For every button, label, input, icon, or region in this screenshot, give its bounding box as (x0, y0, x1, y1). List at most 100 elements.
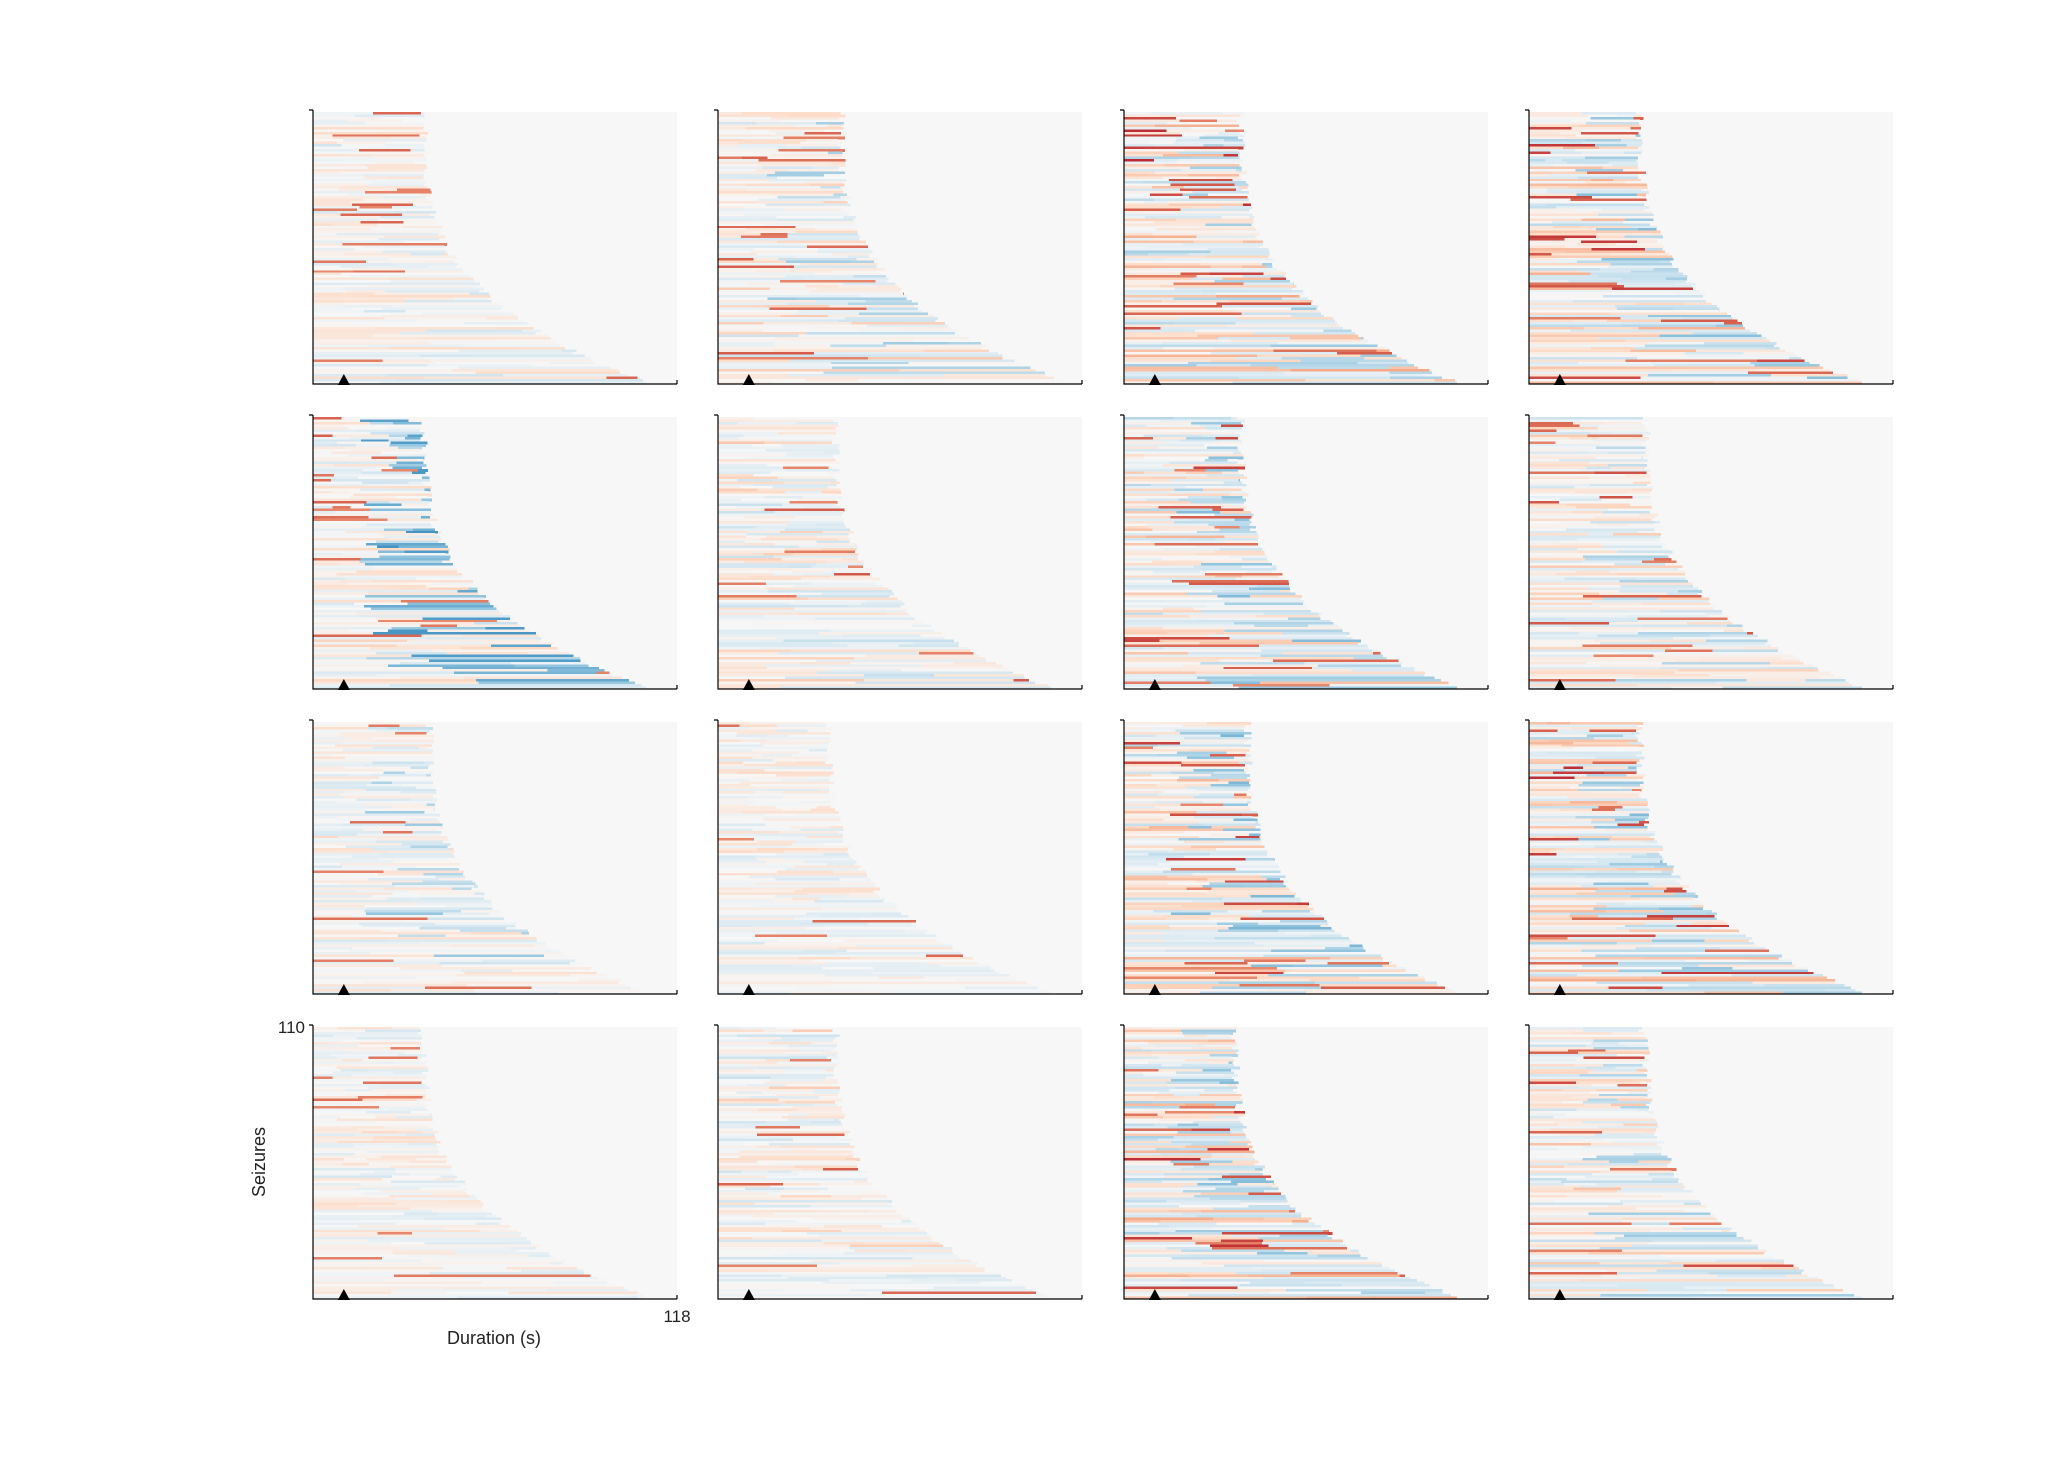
heat-cell (828, 961, 927, 965)
heat-cell (1224, 840, 1263, 844)
heat-cell (313, 1234, 379, 1238)
heat-cell (375, 1116, 396, 1119)
heat-cell (533, 364, 606, 368)
heat-cell (1529, 1125, 1599, 1129)
heat-cell (365, 163, 426, 167)
heat-cell (1124, 602, 1225, 606)
heat-cell (1559, 121, 1586, 125)
heat-cell (1236, 356, 1282, 360)
heat-cell (801, 1167, 823, 1171)
heat-cell (1284, 1249, 1351, 1253)
heat-cell (718, 1029, 764, 1033)
heat-cell (1529, 228, 1596, 232)
heat-cell (1529, 843, 1581, 846)
heat-cell (795, 124, 828, 128)
heat-cell (377, 619, 498, 623)
heat-cell (313, 811, 366, 814)
heat-cell (313, 1207, 410, 1211)
heat-cell (1239, 984, 1320, 987)
heat-cell (765, 203, 825, 207)
heat-cell (818, 1209, 868, 1213)
heat-cell (1163, 791, 1253, 795)
heat-cell (1124, 238, 1154, 241)
heat-cell (1215, 575, 1243, 579)
heat-cell (754, 791, 784, 795)
heat-cell (462, 914, 501, 918)
heat-cell (718, 456, 745, 460)
heat-cell (1189, 196, 1248, 199)
heat-cell (464, 971, 594, 975)
heat-cell (1529, 1229, 1586, 1233)
heat-cell (1248, 290, 1303, 293)
heat-cell (799, 545, 858, 549)
heat-cell (718, 272, 815, 276)
heat-cell (1713, 381, 1863, 385)
heat-cell (1588, 587, 1699, 591)
heat-cell (1204, 134, 1245, 138)
seizure-rows (1529, 417, 1863, 690)
heat-cell (313, 835, 339, 839)
heat-cell (1124, 1160, 1171, 1164)
heat-cell (397, 1054, 427, 1058)
heat-cell (1124, 493, 1167, 497)
heat-cell (1246, 801, 1251, 804)
heat-cell (1180, 741, 1244, 745)
heat-cell (718, 979, 831, 982)
heat-cell (1672, 917, 1718, 921)
heat-cell (1529, 548, 1578, 551)
heat-cell (380, 451, 427, 455)
heat-cell (1549, 149, 1575, 152)
heat-cell (718, 1153, 741, 1156)
heat-cell (1203, 434, 1239, 438)
heat-cell (1124, 567, 1200, 571)
heat-cell (718, 867, 786, 871)
heat-cell (1659, 860, 1663, 864)
heat-cell (1150, 193, 1183, 197)
heat-cell (350, 225, 403, 229)
heat-cell (422, 476, 430, 480)
heat-cell (337, 1027, 392, 1030)
heat-cell (1638, 1108, 1649, 1112)
heat-cell (1124, 674, 1253, 677)
heat-cell (1576, 193, 1638, 197)
heat-cell (1124, 585, 1218, 588)
heat-cell (484, 642, 553, 645)
heat-cell (493, 339, 558, 343)
heat-cell (718, 1234, 820, 1238)
heat-cell (1160, 319, 1336, 323)
heat-cell (468, 587, 478, 591)
heat-cell (1166, 875, 1262, 879)
heat-cell (1212, 1217, 1264, 1221)
heat-cell (1654, 865, 1674, 869)
heat-cell (739, 781, 835, 785)
heat-cell (1158, 1222, 1217, 1226)
heat-cell (1180, 188, 1237, 192)
heat-cell (877, 285, 899, 288)
heat-cell (739, 1150, 798, 1154)
heat-cell (1529, 771, 1553, 775)
heat-cell (313, 248, 355, 251)
heat-cell (313, 1108, 342, 1112)
heat-cell (413, 1073, 427, 1077)
heat-cell (1529, 193, 1577, 197)
heat-cell (1206, 604, 1306, 608)
heat-cell (1596, 1054, 1617, 1058)
heat-cell (313, 1103, 359, 1107)
heat-cell (718, 907, 822, 911)
heat-cell (1181, 1249, 1285, 1253)
heat-cell (736, 506, 803, 509)
heat-cell (1124, 344, 1271, 348)
heat-cell (374, 1170, 396, 1174)
heat-cell (1529, 1172, 1592, 1176)
heat-cell (1529, 612, 1624, 616)
heat-cell (1193, 768, 1244, 772)
heat-cell (1124, 572, 1152, 576)
heat-cell (400, 332, 536, 335)
heat-cell (1646, 815, 1649, 819)
heat-cell (336, 1066, 429, 1070)
panel-axes (309, 1024, 678, 1300)
heat-cell (1529, 976, 1642, 980)
heat-cell (718, 191, 779, 194)
heat-cell (718, 1205, 811, 1208)
heat-cell (1637, 302, 1685, 306)
